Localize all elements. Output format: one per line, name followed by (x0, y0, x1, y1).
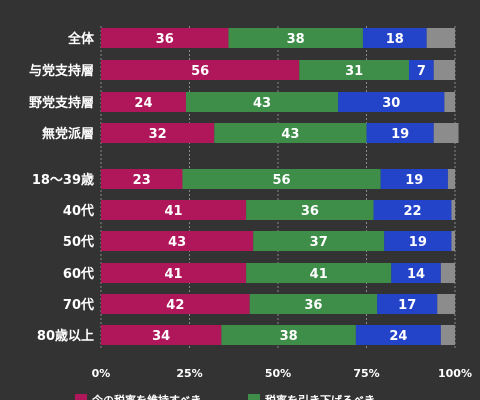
value-label: 7 (417, 64, 426, 79)
value-label: 43 (281, 127, 299, 142)
value-label: 17 (398, 298, 416, 313)
bar-segment (185, 92, 339, 112)
category-label: 無党派層 (42, 126, 94, 142)
bar-segment (380, 169, 448, 189)
category-label: 野党支持層 (29, 95, 94, 111)
value-label: 30 (382, 96, 400, 111)
bar-segment (437, 294, 455, 314)
bar-segment (182, 169, 381, 189)
legend-swatch (75, 394, 87, 400)
category-label: 50代 (63, 234, 94, 250)
bar-segment (440, 325, 455, 345)
bar-segment (246, 263, 392, 283)
x-tick-labels: 0% 25% 50% 75% 100% (92, 367, 472, 380)
bar-segment (373, 200, 452, 220)
value-label: 14 (407, 267, 425, 282)
value-label: 23 (133, 173, 151, 188)
x-tick-label: 50% (265, 367, 291, 380)
value-label: 36 (301, 204, 319, 219)
value-label: 38 (280, 329, 298, 344)
value-label: 31 (345, 64, 363, 79)
bar-segment (391, 263, 441, 283)
bar-segment (444, 92, 455, 112)
value-label: 36 (156, 32, 174, 47)
value-label: 34 (152, 329, 170, 344)
value-label: 42 (166, 298, 184, 313)
value-label: 38 (287, 32, 305, 47)
category-label: 60代 (63, 266, 94, 282)
value-label: 18 (386, 32, 404, 47)
value-label: 36 (304, 298, 322, 313)
category-label: 70代 (63, 297, 94, 313)
value-label: 56 (191, 64, 209, 79)
bar-segment (433, 60, 455, 80)
bar-segment (451, 200, 455, 220)
value-label: 37 (310, 235, 328, 250)
value-label: 41 (165, 267, 183, 282)
x-tick-label: 100% (438, 367, 472, 380)
bar-segment (384, 231, 452, 251)
bar-segment (101, 60, 300, 80)
legend-label: 今の税率を維持すべき (91, 393, 201, 400)
bar-segment (101, 123, 215, 143)
bar-segment (246, 200, 374, 220)
bar-segment (447, 169, 455, 189)
bar-segment (101, 28, 229, 48)
bar-segment (408, 60, 434, 80)
legend-swatch (248, 394, 260, 400)
x-tick-label: 0% (92, 367, 111, 380)
bar-segment (101, 200, 247, 220)
bar-segment (253, 231, 385, 251)
bar-segment (228, 28, 363, 48)
value-label: 19 (405, 173, 423, 188)
value-label: 56 (272, 173, 290, 188)
bar-segment (214, 123, 367, 143)
bar-segment (440, 263, 455, 283)
category-label: 18〜39歳 (32, 172, 94, 188)
value-label: 32 (149, 127, 167, 142)
value-label: 19 (409, 235, 427, 250)
bar-segment (221, 325, 356, 345)
bar-segment (101, 325, 222, 345)
value-label: 19 (391, 127, 409, 142)
bar-segment (299, 60, 409, 80)
bar-segment (101, 231, 254, 251)
bar-segment (433, 123, 459, 143)
value-labels: 36 38 18 56 31 7 24 43 30 32 43 19 23 56 19 41 36 22 43 37 1… (133, 32, 427, 344)
bar-segment (101, 263, 247, 283)
bar-segment (451, 231, 455, 251)
bar-segment (101, 294, 250, 314)
value-label: 41 (310, 267, 328, 282)
category-label: 与党支持層 (29, 63, 94, 79)
value-label: 43 (253, 96, 271, 111)
x-tick-label: 75% (353, 367, 379, 380)
category-label: 80歳以上 (37, 328, 94, 344)
legend: 今の税率を維持すべき 税率を引き下げるべき (75, 393, 375, 400)
bar-segment (377, 294, 438, 314)
value-label: 22 (403, 204, 421, 219)
bar-segment (362, 28, 427, 48)
value-label: 43 (168, 235, 186, 250)
bars (101, 28, 459, 345)
bar-segment (355, 325, 441, 345)
bar-segment (101, 169, 183, 189)
category-label: 40代 (63, 203, 94, 219)
bar-segment (426, 28, 455, 48)
bar-segment (366, 123, 434, 143)
value-label: 41 (165, 204, 183, 219)
value-label: 24 (134, 96, 152, 111)
x-tick-label: 25% (176, 367, 202, 380)
bar-segment (101, 92, 186, 112)
bar-segment (249, 294, 378, 314)
bar-segment (338, 92, 445, 112)
category-label: 全体 (67, 31, 95, 47)
value-label: 24 (389, 329, 407, 344)
legend-label: 税率を引き下げるべき (265, 393, 375, 400)
